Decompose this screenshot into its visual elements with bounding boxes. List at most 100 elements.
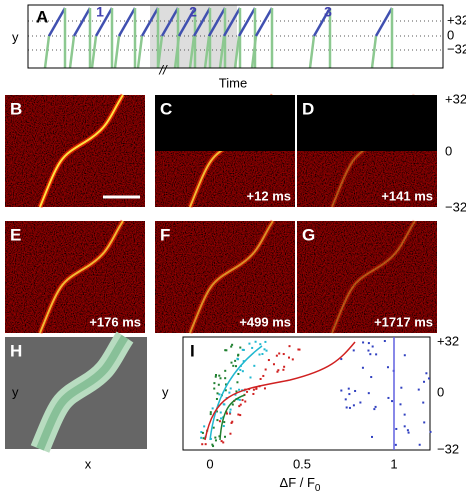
dot <box>224 389 227 392</box>
dot <box>347 387 350 390</box>
dot <box>238 398 241 401</box>
dot <box>217 383 220 386</box>
x-label: x <box>85 456 92 471</box>
dot <box>241 399 244 402</box>
ramp <box>222 7 242 37</box>
dot <box>242 360 245 363</box>
dot <box>230 421 233 424</box>
dot <box>400 386 403 389</box>
dot <box>344 398 347 401</box>
panel-label: C <box>160 99 172 118</box>
dot <box>241 370 244 373</box>
rise <box>233 35 241 69</box>
dot <box>229 412 232 415</box>
dot <box>220 417 223 420</box>
dot <box>288 345 291 348</box>
break-mark: // <box>158 62 168 77</box>
dot <box>246 390 249 393</box>
dot <box>214 436 217 439</box>
dot <box>297 348 300 351</box>
dot <box>262 374 265 377</box>
dot <box>259 343 262 346</box>
dot <box>213 387 216 390</box>
rise <box>188 35 196 69</box>
dot <box>231 343 234 346</box>
dot <box>283 365 286 368</box>
dot <box>359 401 362 404</box>
dot <box>239 346 242 349</box>
dot <box>348 393 351 396</box>
dot <box>202 437 205 440</box>
dot <box>369 353 372 356</box>
dot <box>213 382 216 385</box>
dot <box>276 370 279 373</box>
dot <box>214 439 217 442</box>
dot <box>244 400 247 403</box>
dot <box>222 425 225 428</box>
dot <box>340 358 343 361</box>
dot <box>234 359 237 362</box>
mask-center <box>36 334 129 451</box>
rise <box>113 35 121 69</box>
dot <box>340 389 343 392</box>
dot <box>224 369 227 372</box>
dot <box>224 377 227 380</box>
ramp <box>160 7 180 37</box>
dot <box>386 366 389 369</box>
dot <box>403 425 406 428</box>
dot <box>352 349 355 352</box>
ramp <box>177 7 197 37</box>
dot <box>298 348 301 351</box>
panel-label: B <box>10 99 22 118</box>
dot <box>263 387 266 390</box>
dot <box>403 354 406 357</box>
blank-region <box>297 95 437 151</box>
panel-label: F <box>160 225 170 244</box>
dot <box>215 397 218 400</box>
dot <box>263 348 266 351</box>
dot <box>252 392 255 395</box>
dot <box>237 354 240 357</box>
rise <box>90 35 98 69</box>
y-tick: 0 <box>437 384 444 399</box>
rise <box>43 35 51 69</box>
panel-label: H <box>10 341 22 360</box>
dot <box>225 349 228 352</box>
dot <box>239 368 242 371</box>
ramp <box>237 7 257 37</box>
dot <box>354 389 357 392</box>
dot <box>383 340 386 343</box>
y-label: y <box>162 384 169 399</box>
dot <box>218 374 221 377</box>
dot <box>258 353 261 356</box>
dot <box>374 405 377 408</box>
dot <box>278 352 281 355</box>
dot <box>253 364 256 367</box>
rise <box>68 35 76 69</box>
dot <box>425 372 428 375</box>
dot <box>367 342 370 345</box>
segment-label: 2 <box>189 4 197 20</box>
dot <box>422 401 425 404</box>
dot <box>371 435 374 438</box>
rise <box>218 35 226 69</box>
dot <box>255 387 258 390</box>
rise <box>370 35 378 69</box>
time-label: +176 ms <box>89 314 141 329</box>
y-tick: +32 <box>445 91 466 106</box>
time-label: +1717 ms <box>374 314 433 329</box>
dot <box>212 445 215 448</box>
dot <box>259 377 262 380</box>
dot <box>287 356 290 359</box>
dot <box>228 391 231 394</box>
dot <box>211 443 214 446</box>
dot <box>200 436 203 439</box>
x-label-sub: 0 <box>315 483 321 494</box>
x-tick: 0 <box>206 456 213 471</box>
dot <box>352 404 355 407</box>
dot <box>229 411 232 414</box>
dot <box>200 431 203 434</box>
dot <box>237 413 240 416</box>
dot <box>230 345 233 348</box>
dot <box>399 403 402 406</box>
